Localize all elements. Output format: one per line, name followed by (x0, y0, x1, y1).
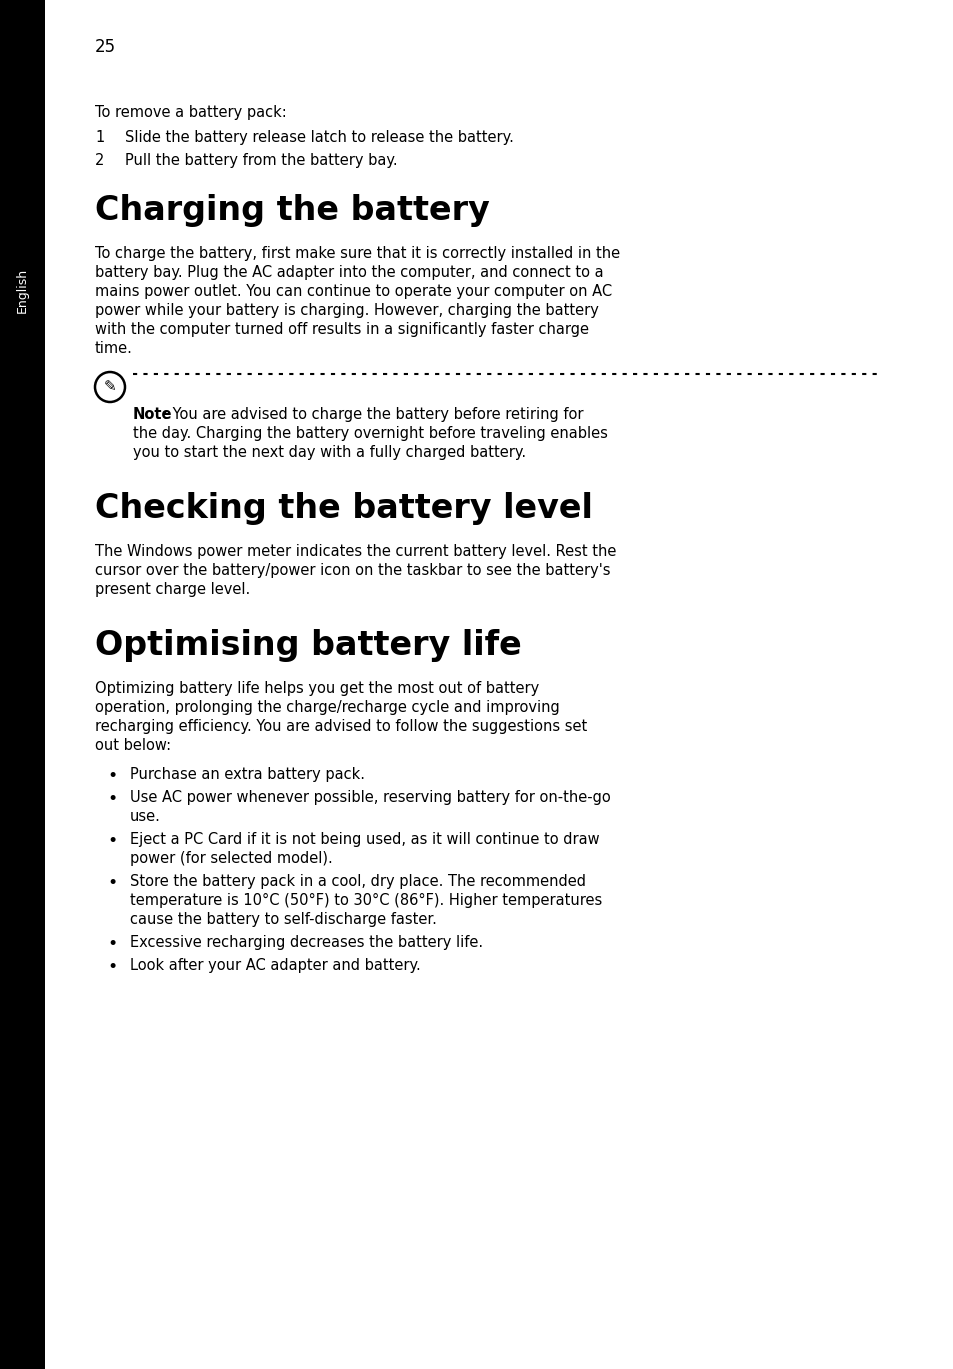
Text: To charge the battery, first make sure that it is correctly installed in the: To charge the battery, first make sure t… (95, 246, 619, 261)
Text: ✎: ✎ (104, 379, 116, 394)
Text: Store the battery pack in a cool, dry place. The recommended: Store the battery pack in a cool, dry pl… (130, 873, 585, 888)
Text: cause the battery to self-discharge faster.: cause the battery to self-discharge fast… (130, 912, 436, 927)
Text: with the computer turned off results in a significantly faster charge: with the computer turned off results in … (95, 322, 588, 337)
Text: •: • (107, 935, 117, 953)
Text: Checking the battery level: Checking the battery level (95, 491, 592, 524)
Text: Excessive recharging decreases the battery life.: Excessive recharging decreases the batte… (130, 935, 482, 950)
Text: The Windows power meter indicates the current battery level. Rest the: The Windows power meter indicates the cu… (95, 543, 616, 559)
Text: operation, prolonging the charge/recharge cycle and improving: operation, prolonging the charge/recharg… (95, 700, 559, 715)
Text: Eject a PC Card if it is not being used, as it will continue to draw: Eject a PC Card if it is not being used,… (130, 832, 599, 847)
Text: Pull the battery from the battery bay.: Pull the battery from the battery bay. (125, 153, 397, 168)
Text: the day. Charging the battery overnight before traveling enables: the day. Charging the battery overnight … (132, 426, 607, 441)
Text: use.: use. (130, 809, 161, 824)
Text: Use AC power whenever possible, reserving battery for on-the-go: Use AC power whenever possible, reservin… (130, 790, 610, 805)
Text: Look after your AC adapter and battery.: Look after your AC adapter and battery. (130, 958, 420, 973)
Bar (0, 0, 45, 1369)
Text: out below:: out below: (95, 738, 171, 753)
Text: •: • (107, 958, 117, 976)
Text: power (for selected model).: power (for selected model). (130, 852, 333, 867)
Text: Optimizing battery life helps you get the most out of battery: Optimizing battery life helps you get th… (95, 680, 538, 695)
Text: •: • (107, 790, 117, 808)
Text: present charge level.: present charge level. (95, 582, 250, 597)
Text: you to start the next day with a fully charged battery.: you to start the next day with a fully c… (132, 445, 525, 460)
Text: 2: 2 (95, 153, 104, 168)
Text: English: English (16, 267, 29, 312)
Text: mains power outlet. You can continue to operate your computer on AC: mains power outlet. You can continue to … (95, 283, 612, 298)
Text: Purchase an extra battery pack.: Purchase an extra battery pack. (130, 767, 365, 782)
Text: Charging the battery: Charging the battery (95, 194, 489, 227)
Text: cursor over the battery/power icon on the taskbar to see the battery's: cursor over the battery/power icon on th… (95, 563, 610, 578)
Text: •: • (107, 873, 117, 893)
Text: recharging efficiency. You are advised to follow the suggestions set: recharging efficiency. You are advised t… (95, 719, 587, 734)
Text: •: • (107, 832, 117, 850)
Text: To remove a battery pack:: To remove a battery pack: (95, 105, 287, 120)
Text: temperature is 10°C (50°F) to 30°C (86°F). Higher temperatures: temperature is 10°C (50°F) to 30°C (86°F… (130, 893, 601, 908)
Text: Slide the battery release latch to release the battery.: Slide the battery release latch to relea… (125, 130, 514, 145)
Text: 1: 1 (95, 130, 104, 145)
Text: time.: time. (95, 341, 132, 356)
Text: battery bay. Plug the AC adapter into the computer, and connect to a: battery bay. Plug the AC adapter into th… (95, 266, 603, 281)
Text: Note: Note (132, 407, 172, 422)
Text: •: • (107, 767, 117, 784)
Text: Optimising battery life: Optimising battery life (95, 628, 521, 663)
Text: power while your battery is charging. However, charging the battery: power while your battery is charging. Ho… (95, 303, 598, 318)
Text: : You are advised to charge the battery before retiring for: : You are advised to charge the battery … (163, 407, 583, 422)
Text: 25: 25 (95, 38, 116, 56)
